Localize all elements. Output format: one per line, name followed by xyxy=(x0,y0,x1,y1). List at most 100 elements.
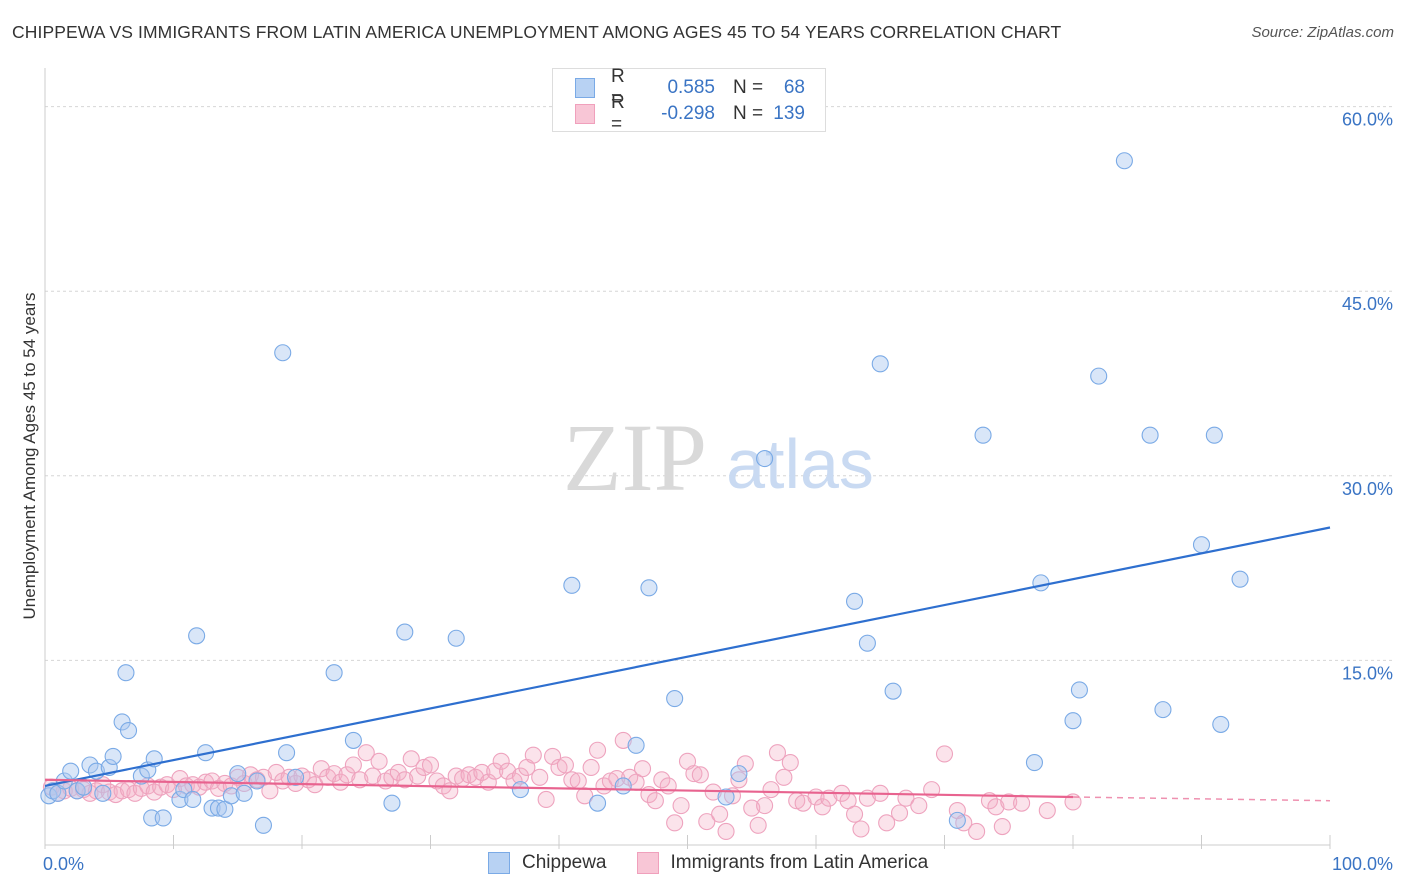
latin-america-trend-extension xyxy=(1072,796,1331,802)
latin-america-point xyxy=(344,756,362,774)
chippewa-point xyxy=(383,794,401,812)
latin-america-point xyxy=(1000,793,1018,811)
latin-america-point xyxy=(569,772,587,790)
chippewa-point xyxy=(447,629,465,647)
chippewa-point xyxy=(1231,570,1249,588)
latin-america-point xyxy=(351,771,369,789)
trend-lines xyxy=(44,526,1331,802)
latin-america-point xyxy=(421,756,440,774)
latin-america-point xyxy=(364,767,382,785)
tick-labels: 15.0% 30.0% 45.0% 60.0% 0.0% 100.0% xyxy=(43,110,1393,874)
y-tick-label: 15.0% xyxy=(1342,663,1393,683)
legend-label-latin-america: Immigrants from Latin America xyxy=(670,852,929,873)
chippewa-point xyxy=(845,592,864,610)
chart-title: CHIPPEWA VS IMMIGRANTS FROM LATIN AMERIC… xyxy=(12,22,1062,42)
legend-r-value: 0.585 xyxy=(667,77,715,98)
legend-r-value: -0.298 xyxy=(661,103,715,124)
latin-america-point xyxy=(762,781,780,799)
latin-america-point xyxy=(229,768,247,786)
latin-america-point xyxy=(370,752,388,770)
chippewa-point xyxy=(209,799,228,817)
latin-america-point xyxy=(113,782,131,800)
latin-america-point xyxy=(736,755,754,773)
chippewa-point xyxy=(396,623,414,641)
latin-america-point xyxy=(717,822,735,841)
latin-america-point xyxy=(781,753,799,772)
latin-america-point xyxy=(614,731,632,749)
chippewa-point xyxy=(117,664,135,682)
latin-america-point xyxy=(749,816,767,834)
watermark-atlas: atlas xyxy=(726,425,874,503)
legend-label-chippewa: Chippewa xyxy=(522,852,607,873)
latin-america-point xyxy=(646,792,664,810)
latin-america-point xyxy=(524,746,542,764)
latin-america-point xyxy=(511,767,530,785)
legend-n-label: N = xyxy=(733,103,764,124)
latin-america-point xyxy=(280,768,298,786)
chippewa-point xyxy=(948,811,966,829)
legend-swatch-chippewa xyxy=(488,852,510,874)
latin-america-point xyxy=(775,768,793,786)
latin-america-point xyxy=(993,817,1011,836)
chippewa-point xyxy=(62,762,80,780)
chippewa-point xyxy=(666,690,684,708)
legend-n-value: 139 xyxy=(773,103,805,124)
latin-america-point xyxy=(396,771,414,789)
chippewa-point xyxy=(1115,152,1133,170)
legend-item-latin-america: Immigrants from Latin America xyxy=(636,852,929,874)
watermark: ZIP atlas xyxy=(563,404,874,511)
latin-america-point xyxy=(492,752,510,770)
latin-america-point xyxy=(672,797,690,815)
chippewa-point xyxy=(344,731,362,749)
latin-america-point xyxy=(633,760,652,778)
legend-row-chippewa: R = 0.585 N = 68 xyxy=(575,66,805,109)
chippewa-point xyxy=(730,765,748,783)
y-tick-label: 30.0% xyxy=(1342,479,1393,499)
chippewa-point xyxy=(974,426,992,444)
latin-america-point xyxy=(685,765,703,783)
latin-america-point xyxy=(1013,794,1031,812)
latin-america-point xyxy=(666,814,684,832)
latin-america-point xyxy=(312,760,330,778)
chippewa-point xyxy=(884,682,902,700)
latin-america-point xyxy=(659,777,677,795)
chippewa-point xyxy=(113,713,131,731)
legend-n-label: N = xyxy=(733,77,764,98)
latin-america-point xyxy=(267,763,285,781)
chippewa-point xyxy=(325,664,343,682)
chippewa-point xyxy=(1032,574,1050,592)
legend-row-latin-america: R = -0.298 N = 139 xyxy=(575,92,805,135)
chippewa-point xyxy=(1064,712,1082,730)
chippewa-point xyxy=(1154,701,1172,719)
chippewa-point xyxy=(188,627,206,645)
legend-n-value: 68 xyxy=(783,77,805,98)
legend-r-label: R = xyxy=(611,66,625,109)
legend-r-label: R = xyxy=(611,92,625,135)
series-chippewa-points xyxy=(40,152,1249,834)
x-tick-label: 100.0% xyxy=(1332,854,1393,874)
latin-america-point xyxy=(357,744,375,762)
chippewa-point xyxy=(119,721,138,740)
y-tick-label: 60.0% xyxy=(1342,110,1393,130)
correlation-legend: R = 0.585 N = 68 R = -0.298 N = 139 xyxy=(552,66,826,135)
chippewa-point xyxy=(1090,367,1108,385)
latin-america-point xyxy=(756,797,774,815)
chippewa-point xyxy=(132,767,150,785)
latin-america-point xyxy=(852,820,870,838)
latin-america-trend-line xyxy=(44,778,1074,799)
chippewa-point xyxy=(229,765,247,783)
latin-america-point xyxy=(588,741,607,759)
chippewa-point xyxy=(81,756,99,774)
latin-america-point xyxy=(730,771,748,789)
latin-america-point xyxy=(499,762,517,780)
latin-america-point xyxy=(473,763,491,781)
chippewa-point xyxy=(563,576,581,594)
latin-america-point xyxy=(935,745,954,763)
chippewa-point xyxy=(1070,681,1088,699)
axes xyxy=(44,68,1331,849)
latin-america-point xyxy=(890,804,909,822)
x-tick-label: 0.0% xyxy=(43,854,84,874)
chippewa-point xyxy=(203,799,221,817)
legend-swatch-latin-america xyxy=(636,852,659,874)
latin-america-point xyxy=(531,768,549,786)
